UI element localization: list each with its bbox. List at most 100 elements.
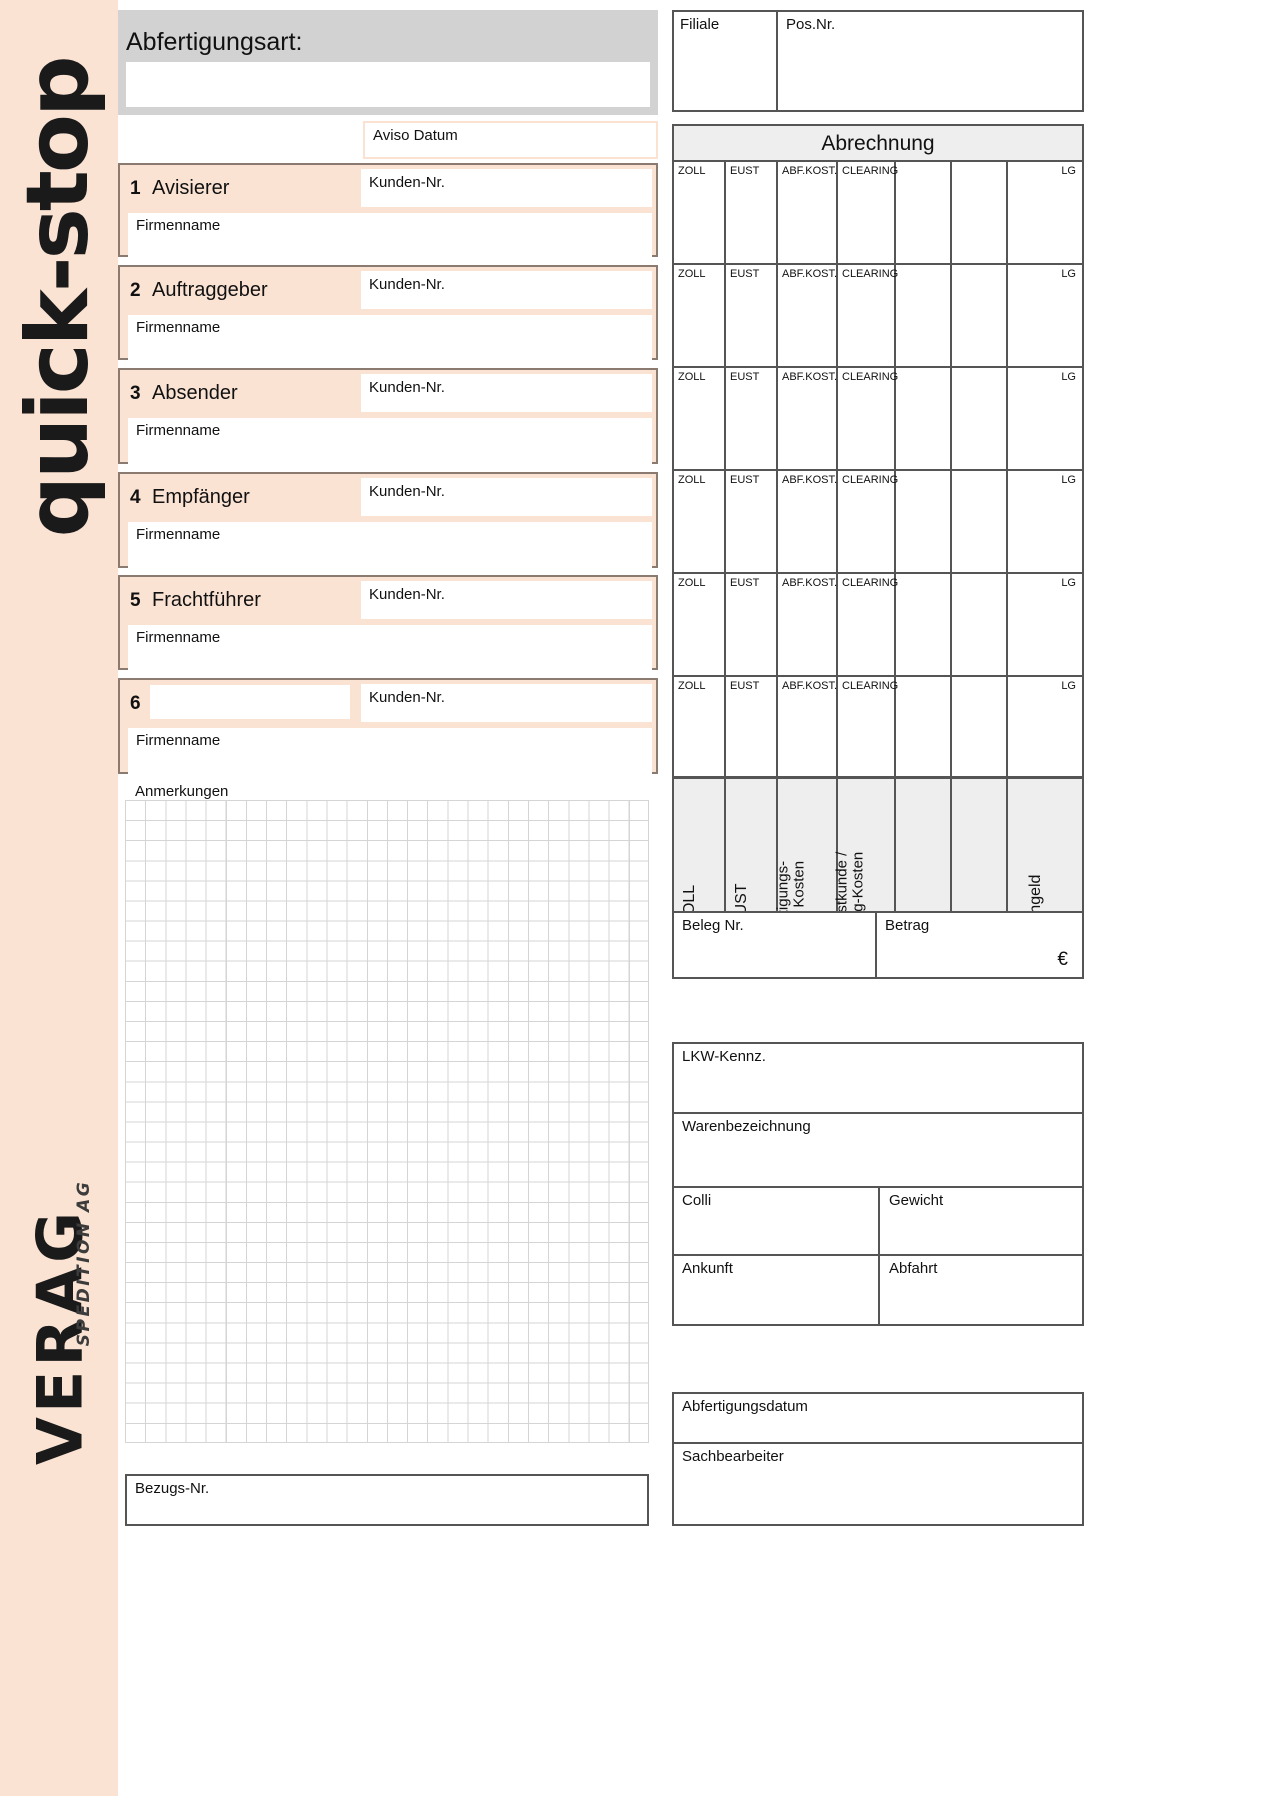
aviso-datum-field[interactable]: Aviso Datum [363,121,658,159]
abrechnung-cell[interactable] [896,677,952,776]
abrechnung-summary-cell: ZOLL [674,779,726,925]
abfertigungsart-input[interactable] [126,62,650,107]
kunden-nr-field-2[interactable]: Kunden-Nr. [361,271,652,309]
abrechnung-cell[interactable]: CLEARING [838,265,899,367]
posnr-field[interactable]: Pos.Nr. [778,12,1082,110]
abrechnung-cell[interactable]: ZOLL [674,368,726,470]
abrechnung-cell[interactable] [952,677,1008,776]
sachbearbeiter-field[interactable]: Sachbearbeiter [672,1442,1084,1526]
abfertigungsdatum-field[interactable]: Abfertigungsdatum [672,1392,1084,1444]
brand-tagline: SPEDITION AG [74,1179,94,1347]
firmenname-label-6: Firmenname [136,732,221,749]
sachbearbeiter-label: Sachbearbeiter [682,1448,784,1465]
abrechnung-cell[interactable] [952,574,1008,676]
abrechnung-cell[interactable] [896,265,952,367]
firmenname-field-5[interactable]: Firmenname [128,625,652,673]
firmenname-field-4[interactable]: Firmenname [128,522,652,570]
kunden-nr-field-3[interactable]: Kunden-Nr. [361,374,652,412]
anmerkungen-grid[interactable] [125,800,649,1443]
abrechnung-column-label: ABF.KOST. [782,165,838,177]
abrechnung-cell[interactable]: EUST [726,162,778,264]
abrechnung-cell[interactable] [896,368,952,470]
abrechnung-cell[interactable] [896,574,952,676]
kunden-nr-field-4[interactable]: Kunden-Nr. [361,478,652,516]
anmerkungen-label: Anmerkungen [135,783,229,800]
kunden-nr-field-6[interactable]: Kunden-Nr. [361,684,652,722]
ankunft-abfahrt-divider [878,1256,880,1324]
abrechnung-cell[interactable] [952,471,1008,573]
abrechnung-cell[interactable]: CLEARING [838,574,898,676]
abrechnung-cell[interactable]: ZOLL [674,574,726,676]
abrechnung-column-label: LG [1061,474,1076,486]
abrechnung-summary-header: ZOLL EUST Abfertigungs- Kosten Erstkunde / … [672,777,1084,959]
abrechnung-cell[interactable]: LG [1008,368,1082,470]
abrechnung-cell[interactable]: ZOLL [674,162,726,264]
abrechnung-cell[interactable]: CLEARING [838,471,898,573]
abrechnung-cell[interactable]: CLEARING [838,162,898,264]
party-number-4: 4 [130,487,141,508]
abrechnung-cell[interactable]: EUST [726,368,778,470]
kunden-nr-label-5: Kunden-Nr. [369,586,445,603]
party-block-2: 2 Auftraggeber Kunden-Nr. Firmenname [118,265,658,363]
abrechnung-cell[interactable] [952,162,1008,264]
abrechnung-cell[interactable]: ZOLL [674,677,726,776]
abrechnung-row: ZOLL EUST ABF.KOST. CLEARING LG [672,572,1084,676]
abrechnung-column-label: LG [1061,577,1076,589]
kunden-nr-label-3: Kunden-Nr. [369,379,445,396]
abrechnung-column-label: CLEARING [842,268,899,280]
abrechnung-cell[interactable]: EUST [726,574,778,676]
abrechnung-cell[interactable]: LG [1008,677,1082,776]
party-number-1: 1 [130,178,141,199]
kunden-nr-field-1[interactable]: Kunden-Nr. [361,169,652,207]
kunden-nr-field-5[interactable]: Kunden-Nr. [361,581,652,619]
party-block-1: 1 Avisierer Kunden-Nr. Firmenname [118,163,658,261]
abrechnung-cell[interactable]: LG [1008,471,1082,573]
firmenname-field-1[interactable]: Firmenname [128,213,652,261]
warenbezeichnung-field[interactable]: Warenbezeichnung [672,1112,1084,1188]
abrechnung-cell[interactable]: ABF.KOST. [778,677,838,776]
abrechnung-cell[interactable] [952,265,1008,367]
abrechnung-cell[interactable]: EUST [726,265,778,367]
abrechnung-cell[interactable]: ABF.KOST. [778,265,838,367]
abrechnung-cell[interactable]: CLEARING [838,677,898,776]
abrechnung-cell[interactable] [896,162,952,264]
abrechnung-cell[interactable]: ABF.KOST. [778,471,838,573]
abrechnung-cell[interactable]: EUST [726,471,778,573]
abrechnung-summary-cell: Abfertigungs- Kosten [775,779,838,950]
firmenname-label-2: Firmenname [136,319,221,336]
abrechnung-column-label: ABF.KOST. [782,680,838,692]
abrechnung-column-label: ZOLL [678,165,706,177]
aviso-datum-label: Aviso Datum [373,127,458,144]
abrechnung-cell[interactable]: ZOLL [674,265,726,367]
filiale-field[interactable]: Filiale [674,12,778,110]
bezugs-nr-field[interactable]: Bezugs-Nr. [125,1474,649,1526]
abrechnung-cell[interactable]: ABF.KOST. [778,162,838,264]
gewicht-label: Gewicht [889,1192,944,1209]
abrechnung-cell[interactable] [896,471,952,573]
abrechnung-cell[interactable]: ABF.KOST. [778,574,838,676]
party-block-6: 6 Kunden-Nr. Firmenname [118,678,658,776]
abrechnung-column-label: EUST [730,165,760,177]
party-number-6: 6 [130,693,141,714]
abrechnung-cell[interactable]: LG [1008,574,1082,676]
party-role-label-5: Frachtführer [152,589,261,611]
party-role-input-6[interactable] [150,685,350,719]
abrechnung-cell[interactable]: ABF.KOST. [778,368,838,470]
firmenname-label-4: Firmenname [136,526,221,543]
abrechnung-cell[interactable]: LG [1008,265,1082,367]
betrag-field[interactable]: Betrag € [877,913,1082,977]
abrechnung-cell[interactable] [952,368,1008,470]
ankunft-label: Ankunft [682,1260,733,1277]
firmenname-field-6[interactable]: Firmenname [128,728,652,776]
firmenname-field-3[interactable]: Firmenname [128,418,652,466]
party-role-label-2: Auftraggeber [152,279,268,301]
abrechnung-cell[interactable]: LG [1008,162,1082,264]
abrechnung-cell[interactable]: CLEARING [838,368,898,470]
abrechnung-cell[interactable]: ZOLL [674,471,726,573]
firmenname-field-2[interactable]: Firmenname [128,315,652,363]
lkw-kennz-field[interactable]: LKW-Kennz. [672,1042,1084,1114]
abrechnung-row: ZOLL EUST ABF.KOST. CLEARING LG [672,160,1084,264]
abrechnung-cell[interactable]: EUST [726,677,778,776]
beleg-nr-field[interactable]: Beleg Nr. [674,913,877,977]
brand-stripe [0,0,118,1796]
